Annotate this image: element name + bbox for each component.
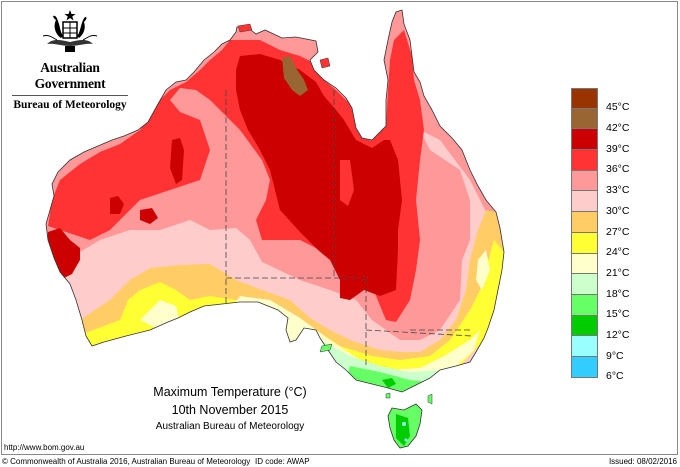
divider bbox=[12, 95, 128, 96]
legend-label: 27°C bbox=[606, 226, 630, 238]
legend-band-42 bbox=[571, 108, 598, 130]
legend-label: 24°C bbox=[606, 246, 630, 258]
bom-url[interactable]: http://www.bom.gov.au bbox=[4, 443, 85, 452]
legend-band-30 bbox=[571, 191, 598, 213]
legend-band-18 bbox=[571, 274, 598, 295]
government-name: Australian Government bbox=[34, 60, 106, 91]
issued-date: Issued: 08/02/2016 bbox=[608, 457, 677, 466]
legend-label: 15°C bbox=[606, 308, 630, 320]
legend-band-39 bbox=[571, 129, 598, 151]
bom-logo: Australian Government Bureau of Meteorol… bbox=[8, 8, 132, 111]
legend-band-21 bbox=[571, 253, 598, 275]
zone-42c bbox=[282, 56, 308, 96]
map-date: 10th November 2015 bbox=[171, 403, 289, 417]
state-borders bbox=[225, 90, 473, 366]
legend-band-9 bbox=[571, 336, 598, 357]
legend-label: 39°C bbox=[606, 143, 630, 155]
legend-band-27 bbox=[571, 212, 598, 233]
legend-band-24 bbox=[571, 232, 598, 254]
legend-label: 30°C bbox=[606, 205, 630, 217]
map-title: Maximum Temperature (°C) bbox=[153, 385, 307, 399]
tasmania bbox=[388, 404, 422, 448]
legend-label: 9°C bbox=[606, 350, 624, 362]
legend-label: 21°C bbox=[606, 267, 630, 279]
legend-label: 33°C bbox=[606, 184, 630, 196]
id-code: ID code: AWAP bbox=[255, 457, 310, 466]
legend-label: 45°C bbox=[606, 101, 630, 113]
legend-label: 42°C bbox=[606, 122, 630, 134]
melville-island bbox=[237, 23, 253, 33]
map-source: Australian Bureau of Meteorology bbox=[155, 421, 305, 432]
zone-39c bbox=[236, 54, 402, 300]
mainland-coastline bbox=[45, 9, 505, 393]
legend-band-15 bbox=[571, 294, 598, 316]
groote-eylandt bbox=[319, 57, 331, 69]
legend-band-36 bbox=[571, 150, 598, 171]
legend-band-45plus bbox=[571, 88, 598, 109]
legend-band-12 bbox=[571, 315, 598, 337]
legend-label: 6°C bbox=[606, 370, 624, 382]
agency-name: Bureau of Meteorology bbox=[13, 99, 127, 111]
legend-band-6 bbox=[571, 356, 598, 378]
temperature-legend bbox=[571, 88, 598, 378]
legend-label: 12°C bbox=[606, 329, 630, 341]
kangaroo-island bbox=[319, 343, 333, 353]
legend-label: 36°C bbox=[606, 163, 630, 175]
copyright-text: © Commonwealth of Australia 2016, Austra… bbox=[2, 457, 251, 466]
coat-of-arms-icon bbox=[42, 10, 98, 52]
legend-band-33 bbox=[571, 170, 598, 192]
legend-label: 18°C bbox=[606, 288, 630, 300]
